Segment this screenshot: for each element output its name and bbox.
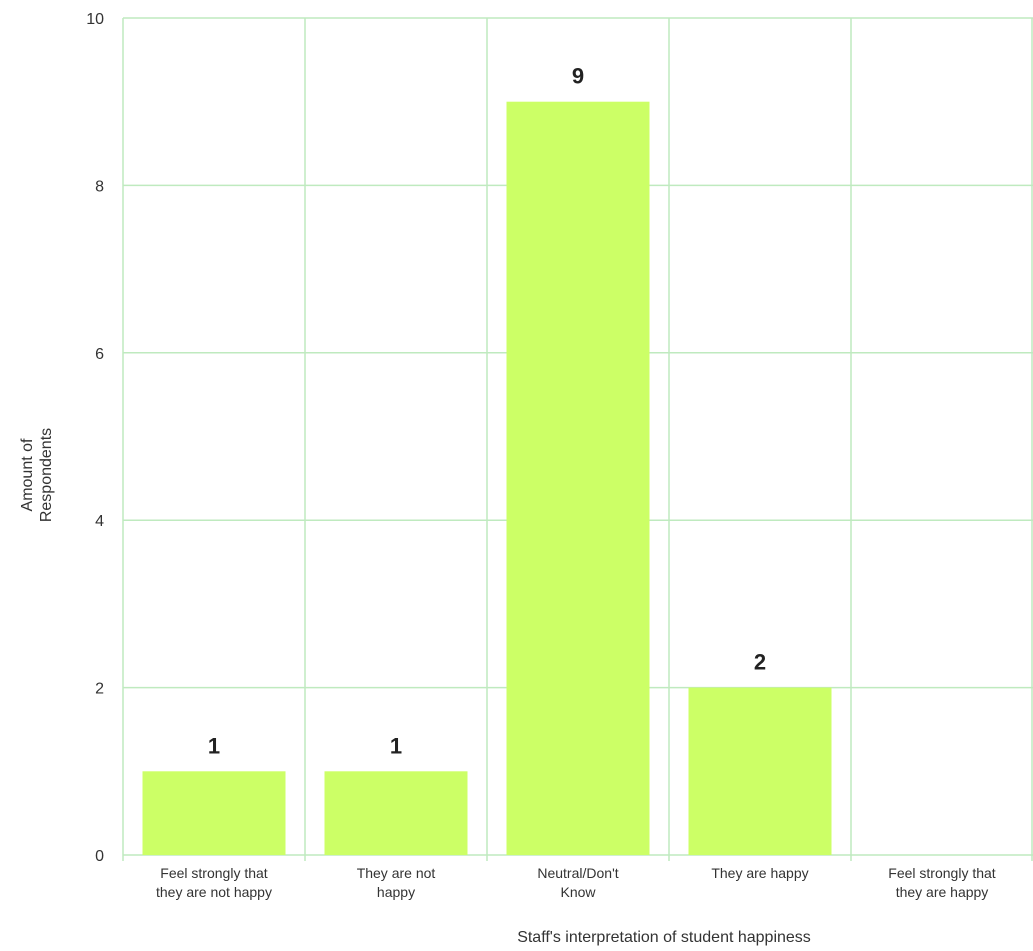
bar xyxy=(506,101,650,855)
data-label: 2 xyxy=(754,650,766,675)
y-axis-title: Amount of Respondents xyxy=(19,428,55,522)
data-label: 1 xyxy=(390,733,402,758)
data-label: 1 xyxy=(208,733,220,758)
y-tick-label: 10 xyxy=(86,11,104,28)
y-tick-label: 4 xyxy=(95,513,104,530)
x-tick-label: Feel strongly that they are not happy xyxy=(156,865,272,900)
x-tick-label: They are happy xyxy=(711,865,808,881)
y-tick-label: 8 xyxy=(95,178,104,195)
y-tick-label: 2 xyxy=(95,681,104,698)
y-axis-ticks: 0 2 4 6 8 10 xyxy=(86,11,104,865)
x-tick-label: Neutral/Don't Know xyxy=(537,865,618,900)
x-tick-label: Feel strongly that they are happy xyxy=(888,865,995,900)
bar xyxy=(142,771,286,855)
y-tick-label: 6 xyxy=(95,346,104,363)
bar xyxy=(688,687,832,855)
x-tick-label: They are not happy xyxy=(357,865,436,900)
x-axis-title: Staff's interpretation of student happin… xyxy=(517,929,811,946)
x-axis-categories: Feel strongly that they are not happy They… xyxy=(156,865,996,900)
bar xyxy=(324,771,468,855)
data-label: 9 xyxy=(572,64,584,89)
data-labels: 1 1 9 2 xyxy=(208,64,766,759)
bars xyxy=(142,101,832,855)
y-tick-label: 0 xyxy=(95,848,104,865)
